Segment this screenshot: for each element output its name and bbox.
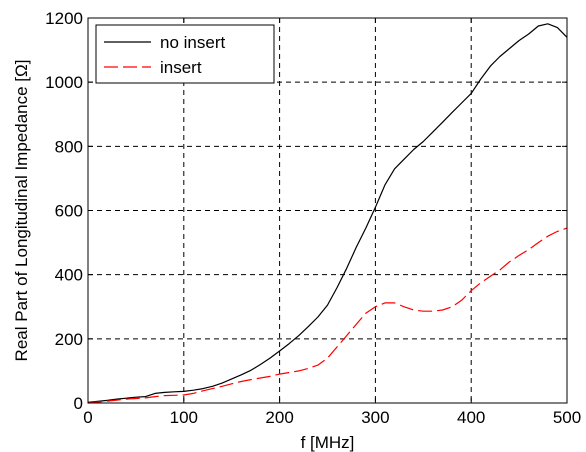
y-tick-label: 0	[74, 394, 83, 413]
x-tick-label: 0	[83, 408, 92, 427]
y-axis-label: Real Part of Longitudinal Impedance [Ω]	[12, 60, 31, 362]
x-tick-label: 500	[553, 408, 581, 427]
y-tick-label: 1200	[45, 9, 83, 28]
y-tick-label: 1000	[45, 73, 83, 92]
legend-label-insert: insert	[160, 58, 202, 77]
legend-label-no-insert: no insert	[160, 33, 225, 52]
x-tick-label: 300	[361, 408, 389, 427]
y-tick-label: 800	[55, 137, 83, 156]
series-line-insert	[88, 228, 567, 403]
x-tick-label: 200	[265, 408, 293, 427]
y-tick-label: 600	[55, 202, 83, 221]
y-tick-label: 400	[55, 266, 83, 285]
legend: no insert insert	[96, 25, 274, 83]
x-tick-label: 100	[170, 408, 198, 427]
y-tick-label: 200	[55, 330, 83, 349]
x-tick-label: 400	[457, 408, 485, 427]
x-axis-label: f [MHz]	[301, 433, 355, 452]
